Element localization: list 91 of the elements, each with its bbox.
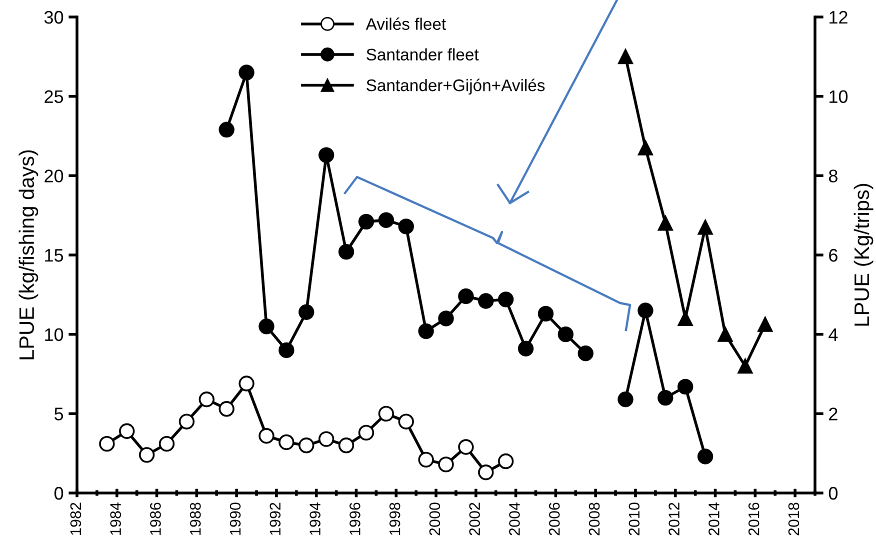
point [138,447,155,463]
point [298,304,314,320]
point [698,220,713,235]
point [278,434,294,450]
point [378,212,394,228]
x-tick-label: 1998 [389,502,400,535]
point [638,302,654,318]
point [358,214,374,230]
y2-tick-label: 8 [828,170,838,182]
legend-label: Avilés fleet [366,18,446,30]
x-tick-label: 1992 [270,502,281,535]
point [99,436,115,452]
point [258,318,274,334]
point [438,456,454,472]
x-tick-label: 1982 [70,502,82,535]
point [458,439,474,455]
point [758,316,773,332]
y-tick-label: 30 [44,10,64,24]
y2-tick-label: 2 [829,408,838,420]
y-axis-title: LPUE (kg/fishing days) [18,150,38,360]
point [478,464,494,480]
x-tick-label: 1986 [150,502,161,535]
point [318,431,334,447]
y-tick-label: 25 [44,90,64,104]
y2-tick-label: 4 [828,328,838,341]
x-tick-label: 2014 [708,502,720,536]
y-tick-label: 5 [54,408,64,420]
point [558,326,574,342]
point [498,292,514,308]
x-tick-label: 1988 [190,502,201,535]
y-tick-label: 10 [45,328,64,342]
point [318,147,334,163]
point [678,310,693,326]
point [158,436,175,452]
x-tick-label: 2008 [588,502,600,536]
point [418,452,434,468]
point [697,448,714,464]
point [458,288,474,304]
point [338,438,354,454]
x-tick-label: 2006 [548,502,560,536]
point [618,392,634,408]
point [718,326,733,342]
point [218,122,234,138]
point [238,64,254,80]
point [218,401,234,417]
point [298,438,314,454]
point [658,390,674,406]
y-tick-label: 15 [45,249,64,262]
x-tick-label: 1990 [230,502,241,535]
point [638,140,653,156]
point [338,244,354,260]
y-tick-label: 20 [44,170,64,182]
x-tick-label: 1996 [350,502,360,535]
y2-tick-label: 6 [829,248,838,262]
point [278,342,294,358]
y2-axis-title: LPUE (Kg/trips) [854,184,874,326]
point [618,49,634,64]
x-tick-label: 2018 [788,502,800,536]
point [498,453,514,470]
point [119,423,135,439]
x-tick-label: 2012 [668,502,680,536]
point [198,392,214,408]
y2-tick-label: 0 [828,486,838,500]
point [398,414,414,430]
x-tick-label: 2002 [469,502,480,536]
point [258,428,274,444]
legend-label: Santander+Gijón+Avilés [366,78,545,95]
point [578,346,594,362]
x-tick-label: 2000 [429,502,440,536]
point [658,216,673,231]
y-tick-label: 0 [54,486,64,500]
x-tick-label: 1994 [310,502,320,535]
point [438,310,454,326]
point [738,358,753,374]
point [538,306,554,322]
point [178,414,195,430]
y2-tick-label: 10 [830,90,848,104]
point [238,376,254,392]
x-tick-label: 2016 [748,502,760,536]
point [678,378,694,395]
point [418,323,434,340]
point [358,424,374,441]
x-tick-label: 2004 [509,502,520,536]
point [398,218,414,234]
y2-tick-label: 12 [830,10,848,24]
legend-label: Santander fleet [366,48,479,60]
point [478,293,494,309]
point [518,340,534,356]
point [378,406,394,422]
x-tick-label: 2010 [628,502,640,536]
x-tick-label: 1984 [110,502,121,535]
